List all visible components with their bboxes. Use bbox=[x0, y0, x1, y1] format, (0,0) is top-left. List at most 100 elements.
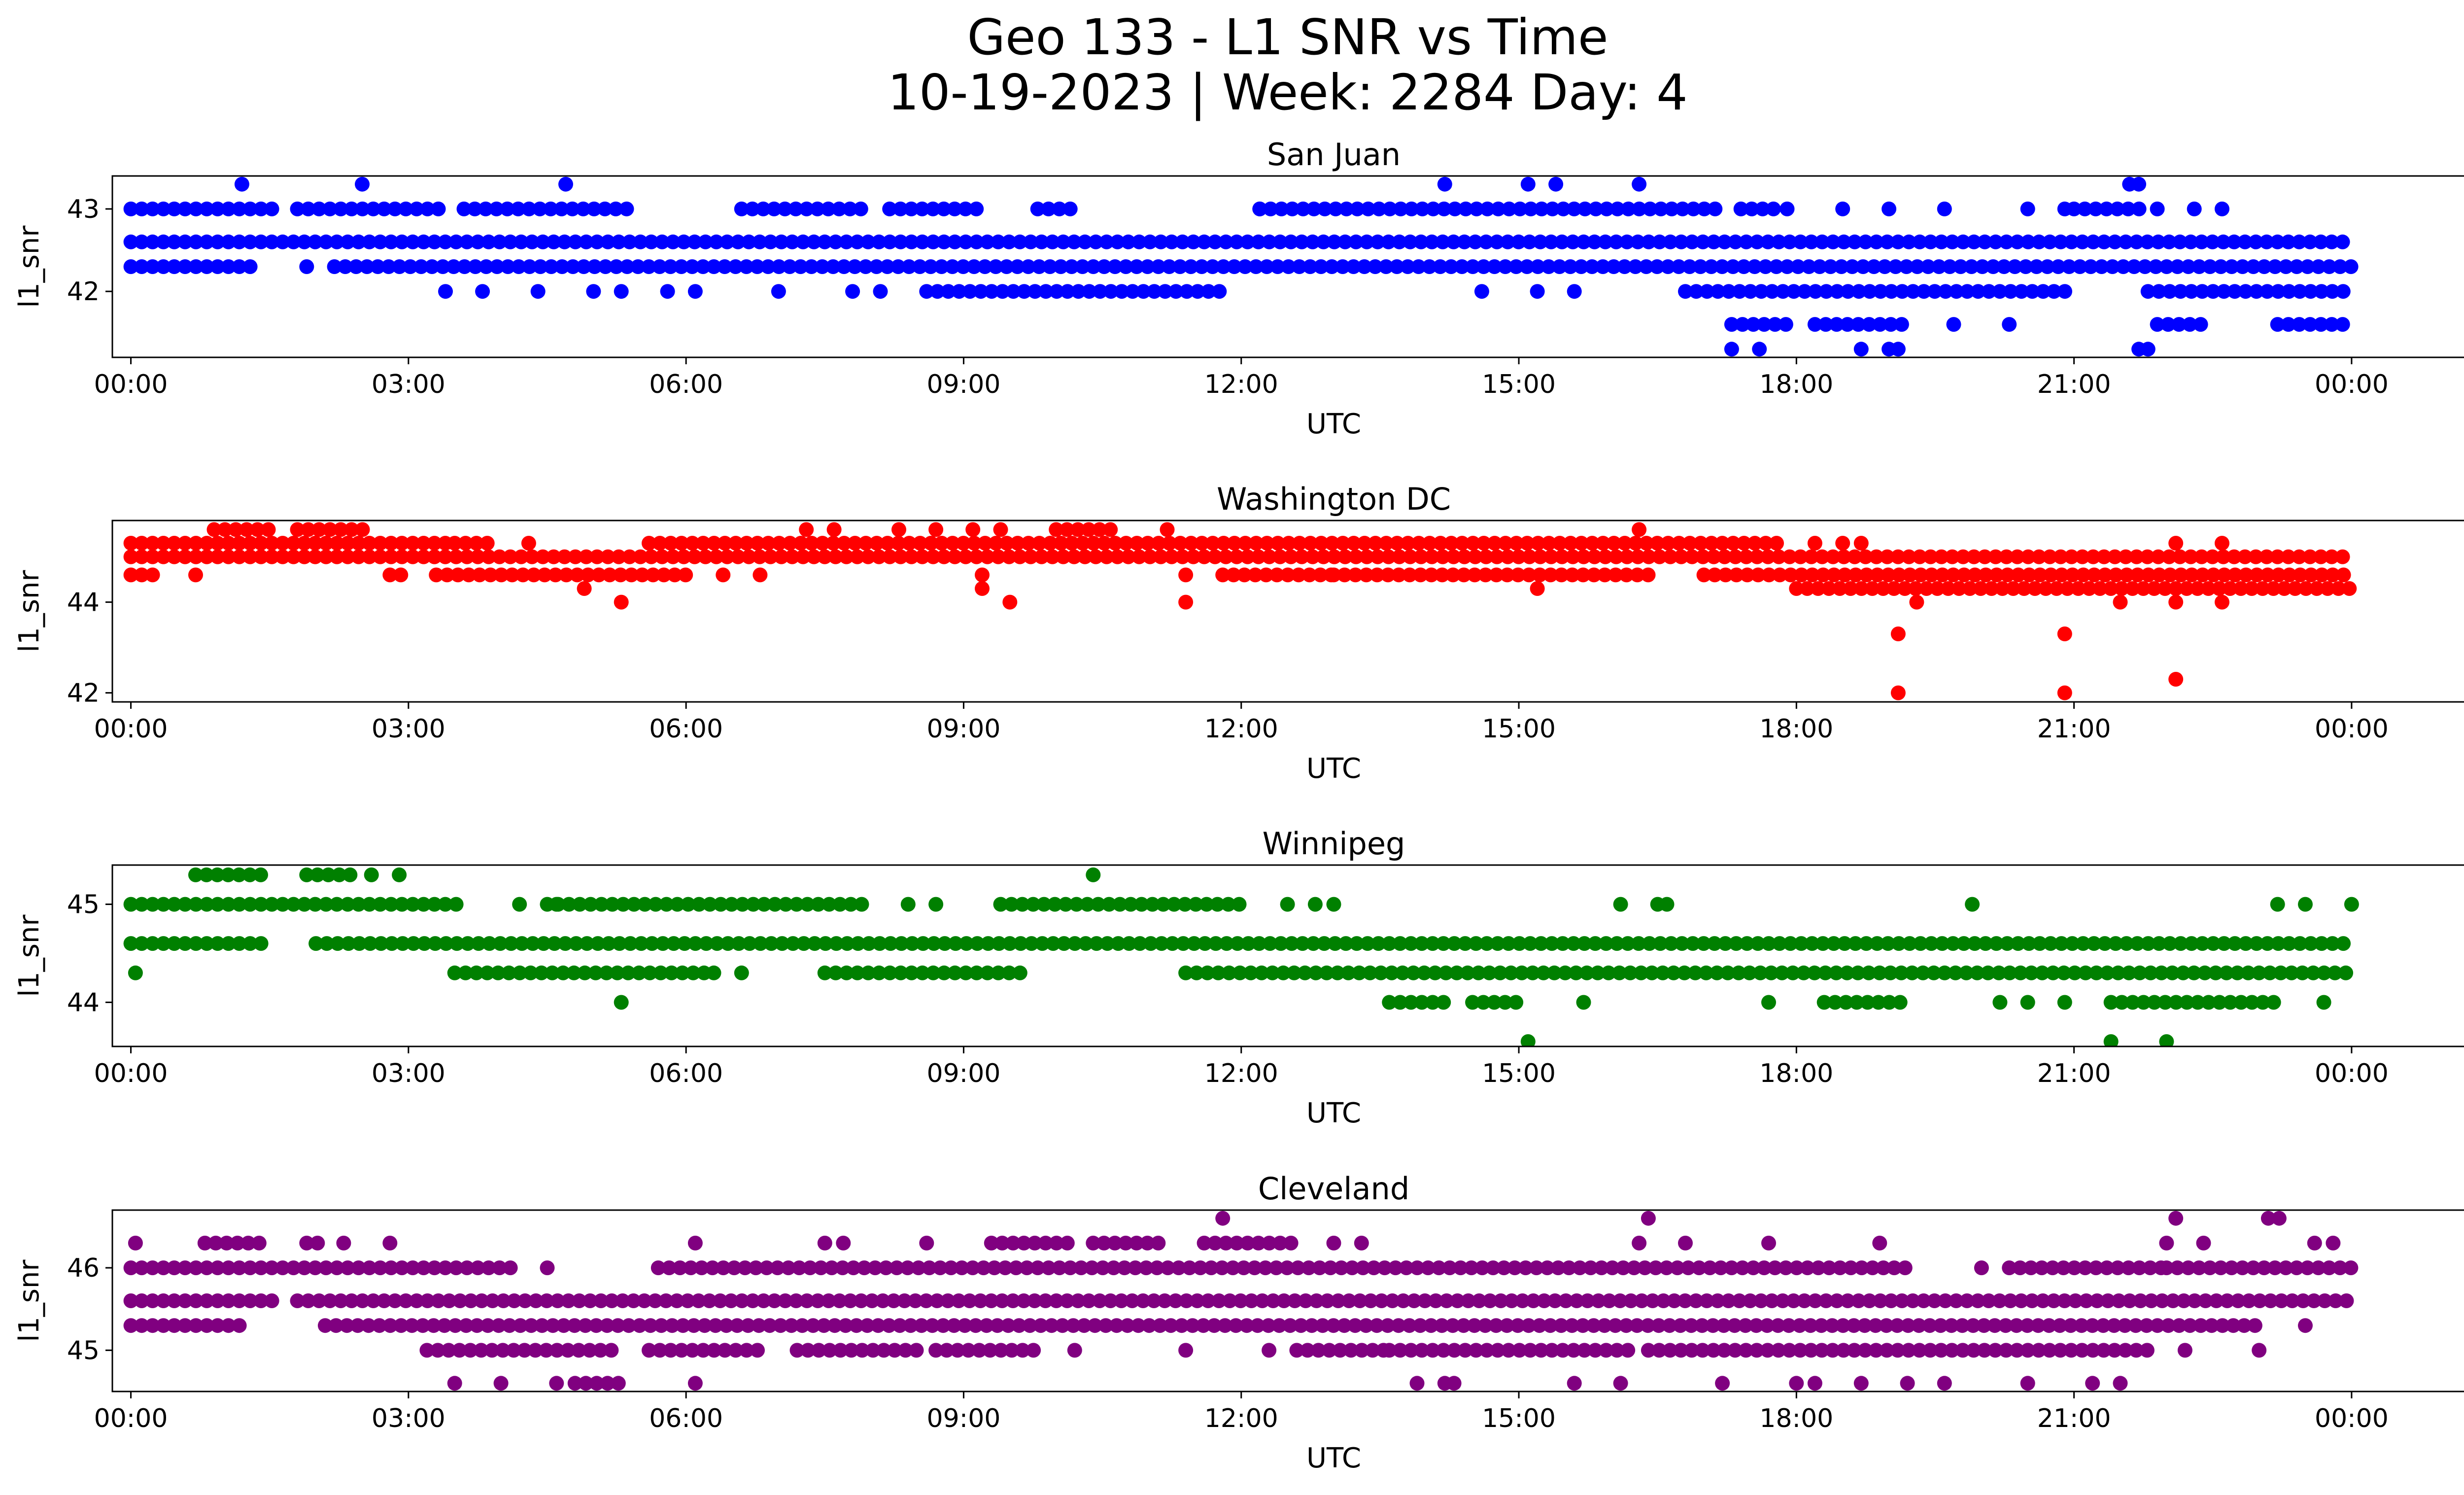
data-point bbox=[1335, 536, 1350, 551]
data-point bbox=[1210, 897, 1225, 912]
data-point bbox=[2141, 936, 2156, 951]
data-point bbox=[297, 234, 312, 249]
data-point bbox=[1836, 1343, 1851, 1358]
data-point bbox=[1438, 965, 1454, 980]
data-point bbox=[2303, 936, 2319, 951]
data-point bbox=[1880, 234, 1895, 249]
data-point bbox=[2212, 581, 2227, 596]
data-point bbox=[2320, 581, 2335, 596]
data-point bbox=[1843, 1260, 1858, 1276]
data-point bbox=[1378, 259, 1394, 274]
y-tick-label: 42 bbox=[67, 679, 100, 708]
data-point bbox=[795, 549, 811, 564]
data-point bbox=[831, 201, 847, 216]
data-point bbox=[667, 567, 683, 583]
data-point bbox=[980, 234, 995, 249]
data-point bbox=[427, 234, 442, 249]
data-point bbox=[533, 259, 548, 274]
data-point bbox=[1716, 1318, 1731, 1333]
data-point bbox=[2336, 936, 2351, 951]
data-point bbox=[2314, 936, 2329, 951]
data-point bbox=[2103, 581, 2119, 596]
data-point bbox=[1455, 536, 1470, 551]
data-point bbox=[1948, 965, 1963, 980]
data-point bbox=[2110, 1260, 2125, 1276]
data-point bbox=[2317, 1293, 2332, 1308]
data-point bbox=[680, 1293, 695, 1308]
data-point bbox=[2184, 284, 2199, 299]
data-point bbox=[1480, 201, 1495, 216]
x-tick-label: 06:00 bbox=[649, 1404, 723, 1433]
x-tick-label: 12:00 bbox=[1204, 1404, 1278, 1433]
x-tick-label: 09:00 bbox=[927, 1059, 1001, 1088]
data-point bbox=[1761, 1235, 1776, 1251]
data-point bbox=[221, 201, 236, 216]
data-point bbox=[1042, 259, 1058, 274]
data-point bbox=[1675, 936, 1690, 951]
data-point bbox=[1151, 536, 1166, 551]
data-point bbox=[329, 536, 344, 551]
data-point bbox=[799, 522, 814, 537]
data-point bbox=[2271, 567, 2286, 583]
data-point bbox=[1632, 201, 1647, 216]
data-point bbox=[2020, 1376, 2035, 1391]
data-point bbox=[2131, 176, 2147, 192]
data-point bbox=[479, 965, 495, 980]
data-point bbox=[232, 867, 246, 882]
data-point bbox=[1154, 936, 1169, 951]
data-point bbox=[1420, 1260, 1436, 1276]
data-point bbox=[1707, 936, 1722, 951]
data-point bbox=[447, 1318, 463, 1333]
data-point bbox=[1682, 259, 1697, 274]
data-point bbox=[1996, 259, 2012, 274]
data-point bbox=[1808, 284, 1823, 299]
data-point bbox=[2054, 936, 2069, 951]
data-point bbox=[219, 1235, 234, 1251]
data-point bbox=[1030, 201, 1045, 216]
data-point bbox=[2036, 284, 2051, 299]
data-point bbox=[1807, 1376, 1822, 1391]
data-point bbox=[2140, 234, 2155, 249]
data-point bbox=[1359, 549, 1374, 564]
data-point bbox=[156, 1318, 171, 1333]
data-point bbox=[2281, 317, 2296, 332]
data-point bbox=[1801, 259, 1816, 274]
data-point bbox=[1175, 234, 1190, 249]
data-point bbox=[1953, 259, 1968, 274]
data-point bbox=[1511, 234, 1526, 249]
data-point bbox=[957, 1318, 972, 1333]
data-point bbox=[1618, 1318, 1634, 1333]
data-point bbox=[1699, 1293, 1714, 1308]
data-point bbox=[1847, 1343, 1862, 1358]
data-point bbox=[242, 867, 257, 882]
data-point bbox=[1504, 1293, 1519, 1308]
data-point bbox=[1916, 284, 1931, 299]
data-point bbox=[1131, 234, 1147, 249]
data-point bbox=[1131, 549, 1147, 564]
data-point bbox=[539, 1343, 554, 1358]
data-point bbox=[1976, 1318, 1991, 1333]
data-point bbox=[897, 1293, 912, 1308]
axes-frame bbox=[111, 1209, 2464, 1392]
data-point bbox=[459, 1260, 475, 1276]
data-point bbox=[2216, 284, 2231, 299]
data-point bbox=[340, 536, 355, 551]
data-point bbox=[2277, 581, 2292, 596]
data-point bbox=[1216, 259, 1231, 274]
data-point bbox=[297, 1260, 312, 1276]
data-point bbox=[1041, 201, 1056, 216]
data-point bbox=[1912, 234, 1927, 249]
x-tick-label: 00:00 bbox=[94, 714, 168, 744]
x-tick-label: 15:00 bbox=[1482, 1059, 1556, 1088]
data-point bbox=[2281, 234, 2296, 249]
data-point bbox=[1487, 259, 1502, 274]
data-point bbox=[785, 549, 800, 564]
data-point bbox=[1639, 536, 1654, 551]
data-point bbox=[622, 549, 637, 564]
data-point bbox=[1735, 1260, 1750, 1276]
data-point bbox=[2176, 1293, 2191, 1308]
data-point bbox=[858, 259, 873, 274]
data-point bbox=[872, 936, 888, 951]
data-point bbox=[1879, 1343, 1894, 1358]
data-point bbox=[687, 234, 702, 249]
